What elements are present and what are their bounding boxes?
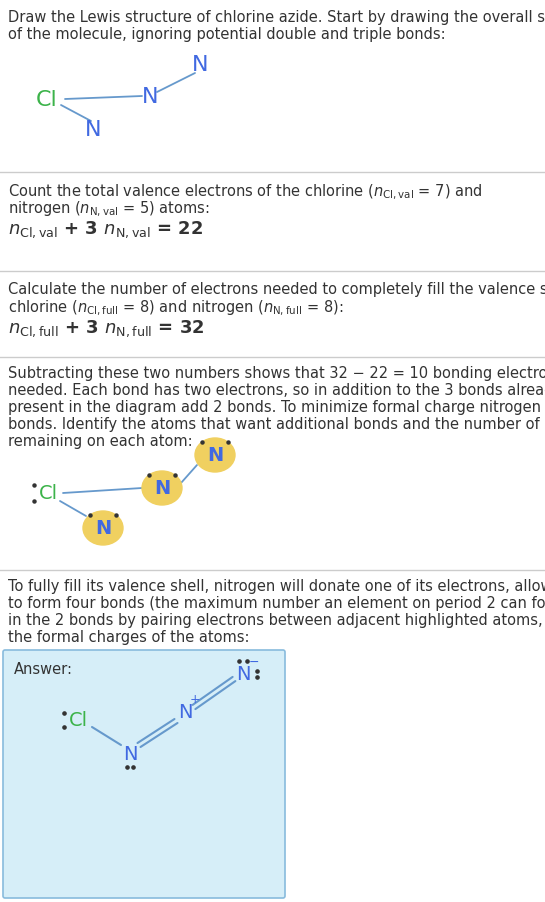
Ellipse shape <box>195 438 235 473</box>
Text: −: − <box>249 655 259 667</box>
Text: N: N <box>154 479 170 498</box>
FancyBboxPatch shape <box>3 650 285 898</box>
Text: Cl: Cl <box>36 90 58 110</box>
Text: Cl: Cl <box>39 484 58 503</box>
Text: N: N <box>95 519 111 538</box>
Text: the formal charges of the atoms:: the formal charges of the atoms: <box>8 630 250 644</box>
Text: N: N <box>85 120 101 140</box>
Text: N: N <box>178 703 192 722</box>
Text: bonds. Identify the atoms that want additional bonds and the number of electrons: bonds. Identify the atoms that want addi… <box>8 417 545 431</box>
Text: remaining on each atom:: remaining on each atom: <box>8 434 192 448</box>
Text: To fully fill its valence shell, nitrogen will donate one of its electrons, allo: To fully fill its valence shell, nitroge… <box>8 578 545 594</box>
Text: Subtracting these two numbers shows that 32 − 22 = 10 bonding electrons are: Subtracting these two numbers shows that… <box>8 365 545 381</box>
Text: N: N <box>207 446 223 465</box>
Text: Draw the Lewis structure of chlorine azide. Start by drawing the overall structu: Draw the Lewis structure of chlorine azi… <box>8 10 545 25</box>
Text: Calculate the number of electrons needed to completely fill the valence shells f: Calculate the number of electrons needed… <box>8 281 545 297</box>
Text: Cl: Cl <box>69 711 88 730</box>
Text: present in the diagram add 2 bonds. To minimize formal charge nitrogen wants 3: present in the diagram add 2 bonds. To m… <box>8 400 545 415</box>
Text: N: N <box>142 87 158 106</box>
Text: +: + <box>190 693 201 705</box>
Text: nitrogen ($n_{\mathrm{N,val}}$ = 5) atoms:: nitrogen ($n_{\mathrm{N,val}}$ = 5) atom… <box>8 199 210 219</box>
Ellipse shape <box>83 511 123 546</box>
Text: $n_{\mathrm{Cl,val}}$ + 3 $n_{\mathrm{N,val}}$ = 22: $n_{\mathrm{Cl,val}}$ + 3 $n_{\mathrm{N,… <box>8 219 203 239</box>
Text: needed. Each bond has two electrons, so in addition to the 3 bonds already: needed. Each bond has two electrons, so … <box>8 382 545 398</box>
Text: N: N <box>192 55 208 75</box>
Text: chlorine ($n_{\mathrm{Cl,full}}$ = 8) and nitrogen ($n_{\mathrm{N,full}}$ = 8):: chlorine ($n_{\mathrm{Cl,full}}$ = 8) an… <box>8 299 343 318</box>
Text: to form four bonds (the maximum number an element on period 2 can form). Fill: to form four bonds (the maximum number a… <box>8 595 545 611</box>
Text: in the 2 bonds by pairing electrons between adjacent highlighted atoms, noting: in the 2 bonds by pairing electrons betw… <box>8 612 545 627</box>
Text: N: N <box>236 665 250 684</box>
Text: Count the total valence electrons of the chlorine ($n_{\mathrm{Cl,val}}$ = 7) an: Count the total valence electrons of the… <box>8 183 483 202</box>
Text: Answer:: Answer: <box>14 661 73 676</box>
Text: of the molecule, ignoring potential double and triple bonds:: of the molecule, ignoring potential doub… <box>8 27 446 42</box>
Text: N: N <box>123 745 137 764</box>
Ellipse shape <box>142 472 182 505</box>
Text: $n_{\mathrm{Cl,full}}$ + 3 $n_{\mathrm{N,full}}$ = 32: $n_{\mathrm{Cl,full}}$ + 3 $n_{\mathrm{N… <box>8 318 205 338</box>
